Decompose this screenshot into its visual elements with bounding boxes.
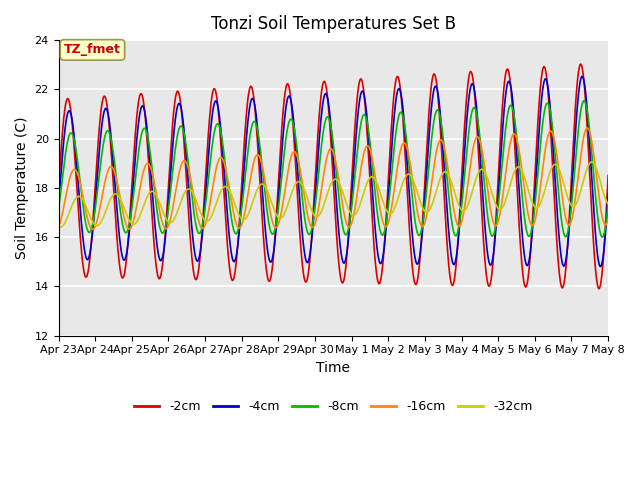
-4cm	[588, 183, 596, 189]
-2cm	[588, 217, 596, 223]
-16cm	[604, 217, 612, 223]
-16cm	[488, 212, 495, 218]
X-axis label: Time: Time	[316, 361, 350, 375]
Text: TZ_fmet: TZ_fmet	[64, 43, 121, 57]
Line: -32cm: -32cm	[58, 162, 608, 227]
-8cm	[307, 228, 315, 234]
-4cm	[322, 91, 330, 96]
-16cm	[308, 224, 316, 230]
-8cm	[54, 206, 62, 212]
-32cm	[488, 189, 495, 194]
-8cm	[83, 224, 90, 230]
-4cm	[578, 73, 586, 79]
-2cm	[488, 276, 495, 281]
-2cm	[595, 286, 603, 291]
-4cm	[54, 201, 62, 207]
-16cm	[54, 224, 62, 230]
-16cm	[589, 144, 596, 150]
-8cm	[589, 158, 596, 164]
-16cm	[584, 125, 591, 131]
-8cm	[580, 98, 588, 104]
-32cm	[589, 159, 596, 165]
-2cm	[54, 185, 62, 191]
Line: -8cm: -8cm	[58, 101, 608, 237]
-8cm	[604, 202, 612, 208]
Line: -4cm: -4cm	[58, 76, 608, 266]
Y-axis label: Soil Temperature (C): Soil Temperature (C)	[15, 117, 29, 259]
-8cm	[322, 117, 330, 122]
-4cm	[83, 256, 90, 262]
-8cm	[488, 232, 495, 238]
-16cm	[83, 212, 90, 217]
Line: -16cm: -16cm	[58, 128, 608, 229]
-2cm	[604, 173, 612, 179]
-2cm	[322, 82, 330, 88]
-32cm	[604, 201, 612, 207]
-32cm	[54, 224, 62, 229]
-16cm	[89, 227, 97, 232]
-32cm	[588, 159, 595, 165]
Title: Tonzi Soil Temperatures Set B: Tonzi Soil Temperatures Set B	[211, 15, 456, 33]
Legend: -2cm, -4cm, -8cm, -16cm, -32cm: -2cm, -4cm, -8cm, -16cm, -32cm	[129, 395, 538, 418]
-32cm	[322, 195, 330, 201]
-4cm	[596, 264, 604, 269]
-8cm	[588, 155, 596, 161]
-2cm	[307, 240, 315, 246]
-16cm	[322, 158, 330, 164]
-2cm	[83, 274, 90, 280]
-2cm	[577, 61, 584, 67]
-32cm	[56, 224, 64, 230]
-32cm	[83, 205, 91, 211]
-32cm	[589, 159, 596, 165]
-4cm	[488, 262, 495, 267]
-32cm	[308, 207, 316, 213]
-4cm	[307, 242, 315, 248]
-4cm	[604, 192, 612, 197]
-2cm	[589, 222, 596, 228]
-4cm	[589, 187, 596, 193]
-8cm	[598, 234, 606, 240]
Line: -2cm: -2cm	[58, 64, 608, 288]
-16cm	[589, 143, 596, 149]
